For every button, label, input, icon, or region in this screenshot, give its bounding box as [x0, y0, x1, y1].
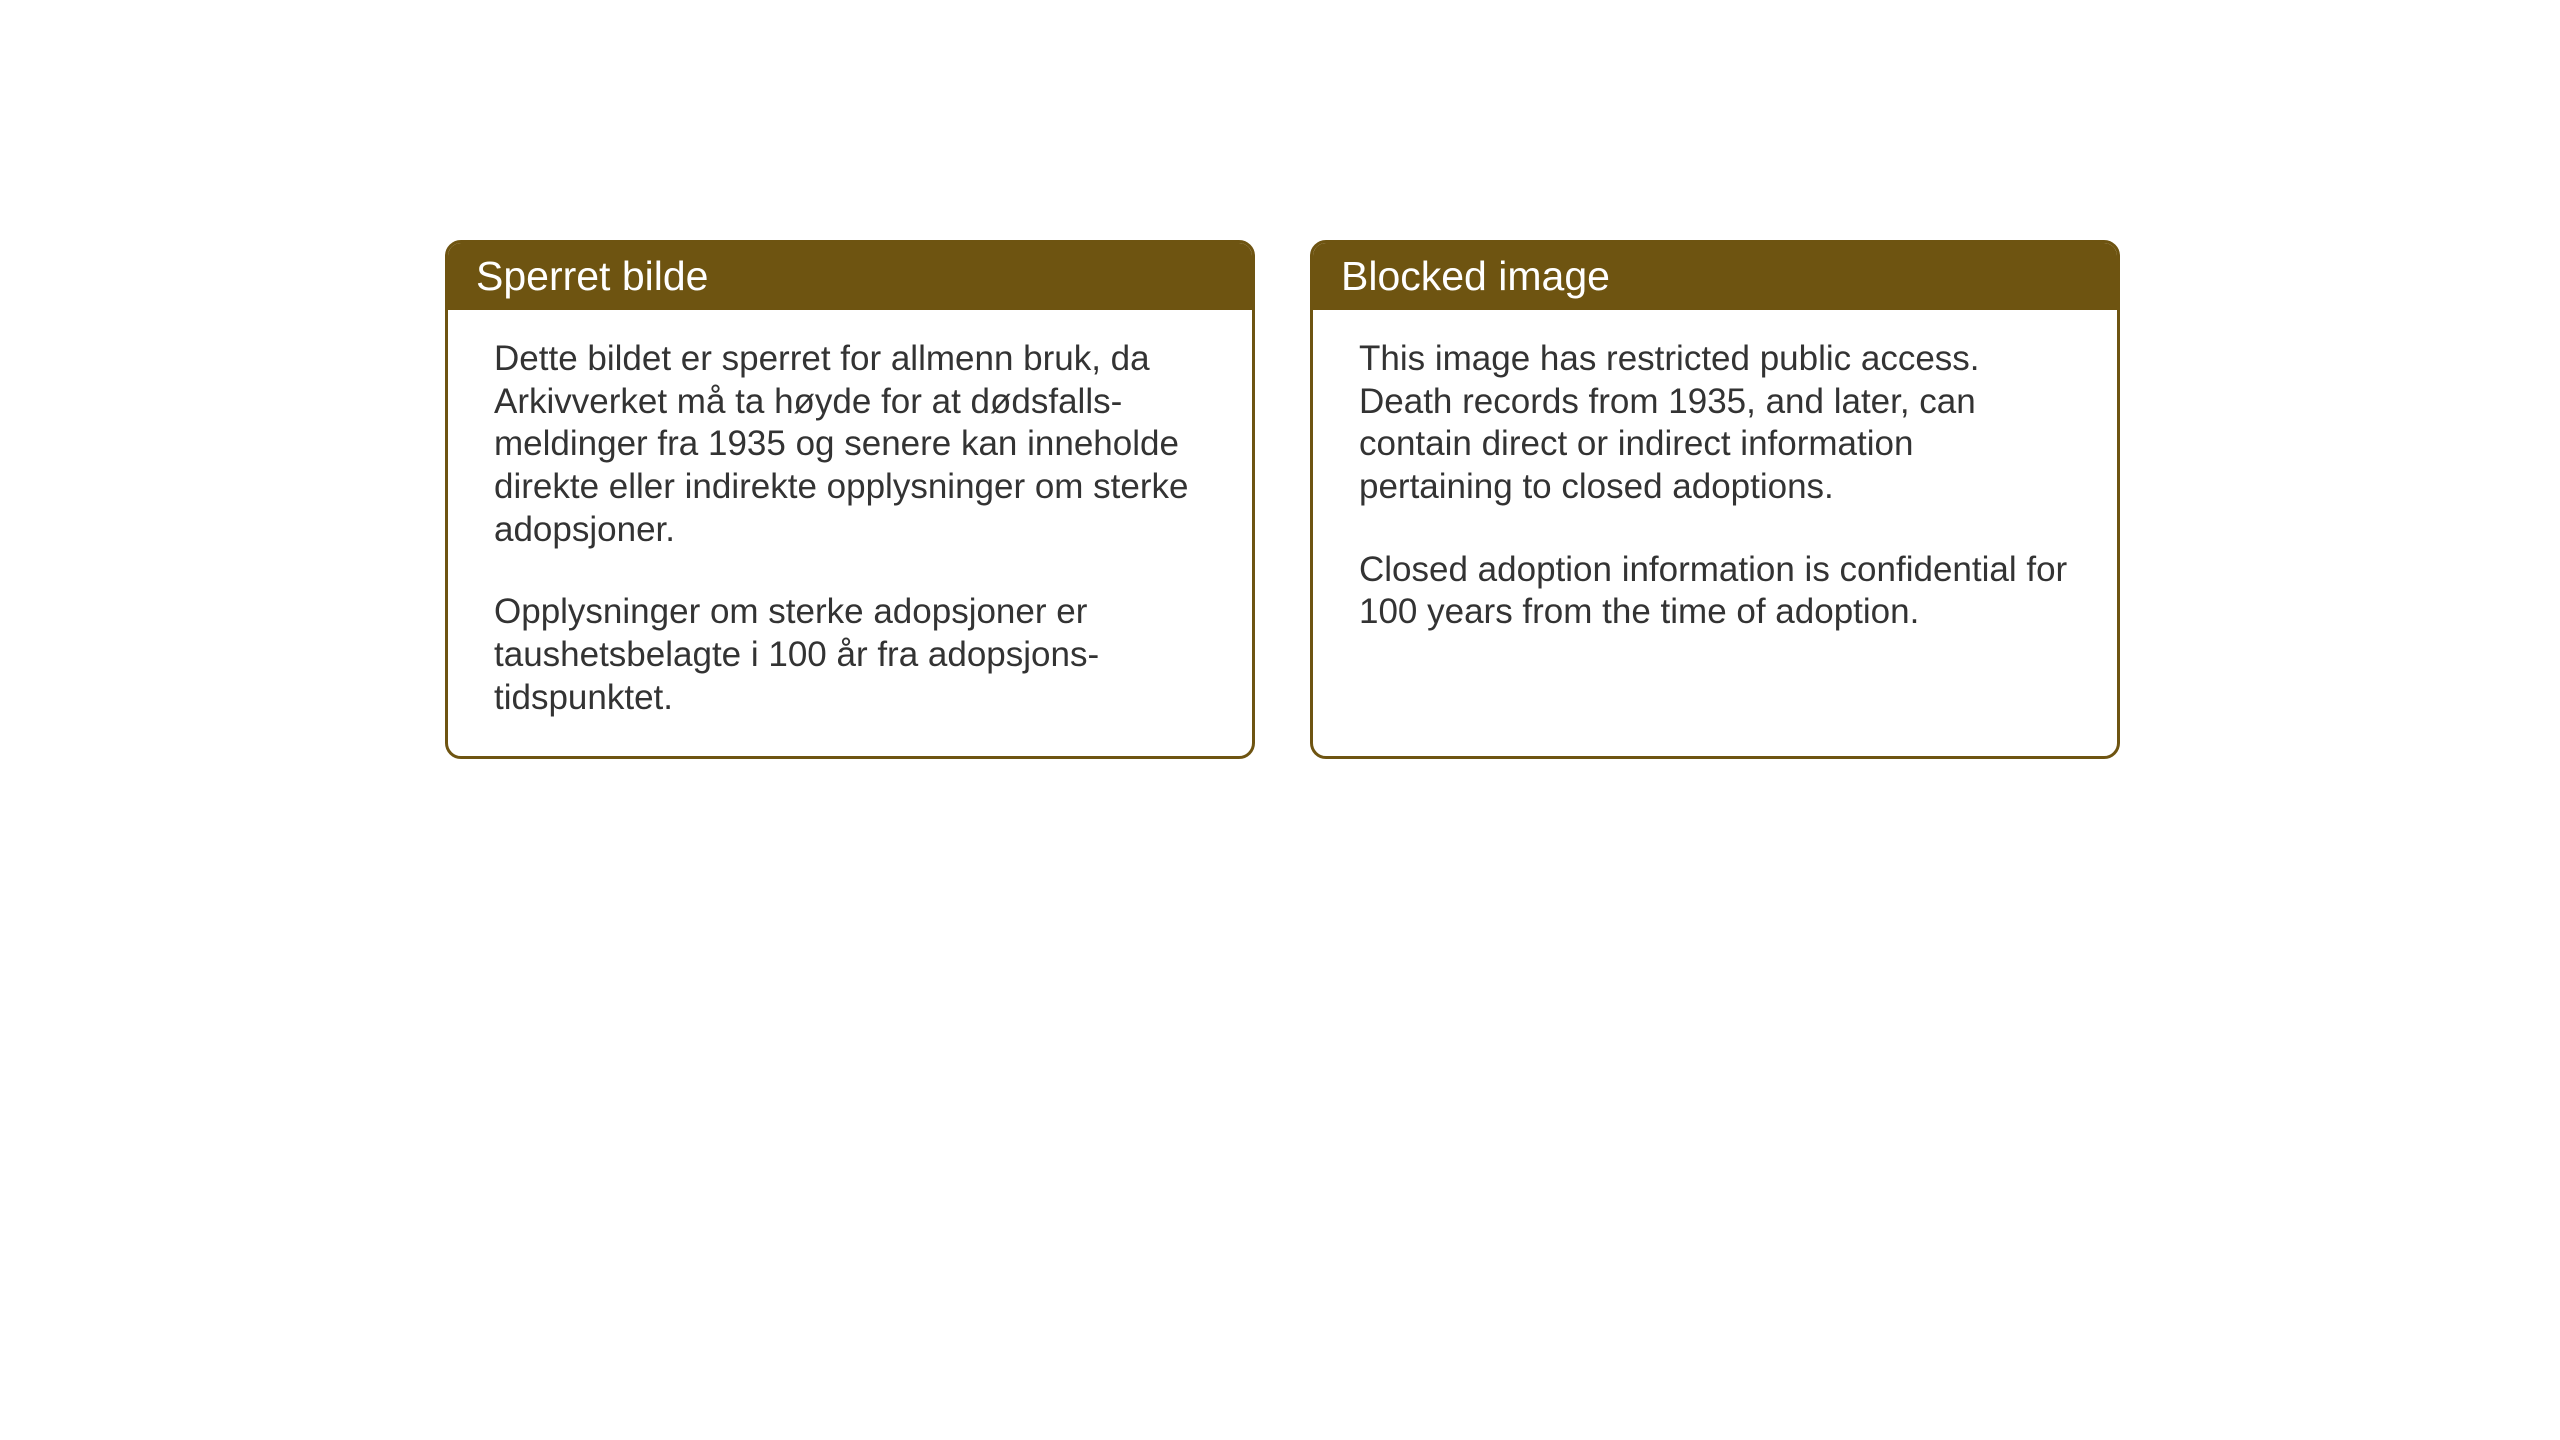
notice-paragraph-1-norwegian: Dette bildet er sperret for allmenn bruk… — [494, 338, 1206, 551]
notice-container: Sperret bilde Dette bildet er sperret fo… — [445, 240, 2120, 759]
notice-header-norwegian: Sperret bilde — [448, 243, 1252, 310]
notice-body-english: This image has restricted public access.… — [1313, 310, 2117, 756]
notice-paragraph-2-english: Closed adoption information is confident… — [1359, 549, 2071, 634]
notice-box-english: Blocked image This image has restricted … — [1310, 240, 2120, 759]
notice-paragraph-1-english: This image has restricted public access.… — [1359, 338, 2071, 509]
notice-paragraph-2-norwegian: Opplysninger om sterke adopsjoner er tau… — [494, 591, 1206, 719]
notice-title-english: Blocked image — [1341, 253, 1610, 299]
notice-title-norwegian: Sperret bilde — [476, 253, 708, 299]
notice-box-norwegian: Sperret bilde Dette bildet er sperret fo… — [445, 240, 1255, 759]
notice-header-english: Blocked image — [1313, 243, 2117, 310]
notice-body-norwegian: Dette bildet er sperret for allmenn bruk… — [448, 310, 1252, 756]
